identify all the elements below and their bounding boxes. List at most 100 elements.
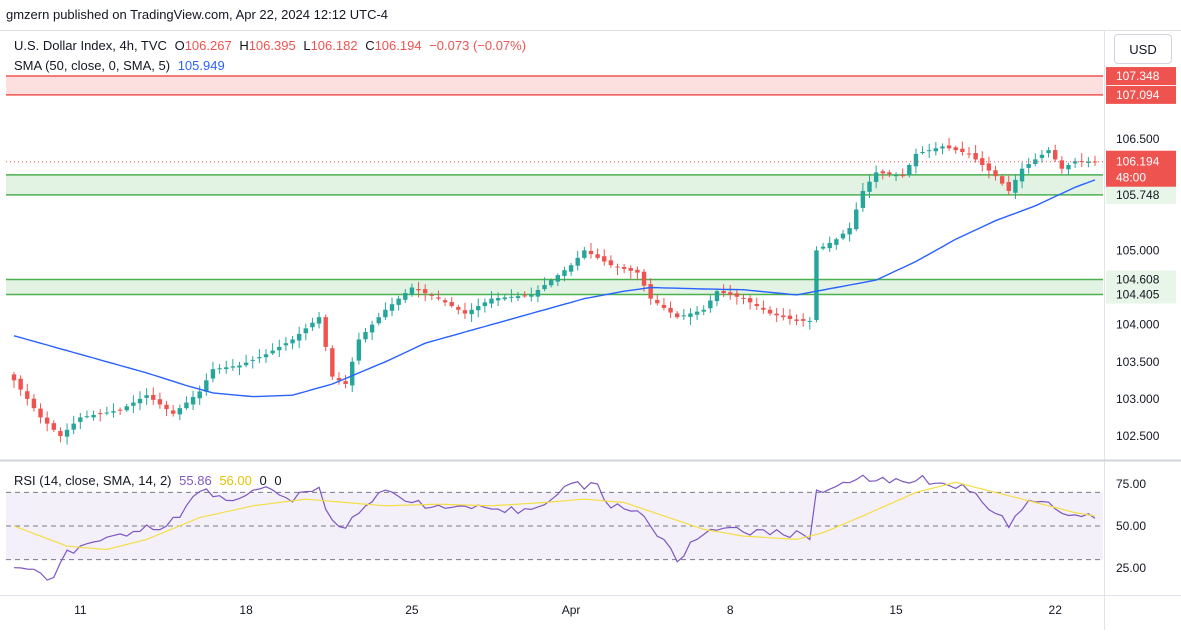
change-value: −0.073 (−0.07%) [429,38,527,53]
candle-body [860,190,866,208]
candle-body [854,209,859,230]
high-value: 106.395 [248,38,296,53]
candle-body [734,293,740,297]
candle-body [296,333,302,341]
time-tick-label: 11 [74,603,87,617]
candle-body [31,398,37,409]
candle-body [323,317,328,347]
rsi-tick-label: 50.00 [1116,519,1146,533]
candle-body [283,343,289,346]
candle-body [867,181,872,192]
rsi-legend: RSI (14, close, SMA, 14, 2) 55.86 56.00 … [14,473,286,488]
candle-body [25,391,30,399]
low-value: 106.182 [310,38,358,53]
candle-body [1006,182,1011,191]
candle-body [800,319,806,321]
candle-body [224,367,229,370]
candle-body [787,315,793,320]
candle-body [376,317,381,324]
price-chart[interactable]: 106.500 105.000 104.000 103.500 103.000 102.5… [0,30,1181,630]
candle-body [661,304,667,308]
candle-body [1026,164,1031,168]
time-tick-label: 15 [889,603,903,617]
candle-body [456,307,461,310]
candle-body [18,378,23,390]
candle-body [442,300,448,303]
price-tick-label: 106.500 [1116,132,1160,146]
publisher-header: gmzern published on TradingView.com, Apr… [0,0,1181,30]
candle-body [913,153,919,167]
candle-body [542,285,547,290]
candle-body [502,297,507,300]
candle-body [277,346,282,351]
candle-body [568,265,574,272]
zone-top-tag-0 [1106,67,1176,86]
candle-body [1033,159,1038,164]
candle-body [330,348,335,377]
zone-top-label-2: 104.608 [1116,272,1160,286]
candle-body [303,328,309,334]
close-value: 106.194 [374,38,422,53]
rsi-tick-label: 75.00 [1116,477,1146,491]
candle-body [11,374,17,381]
publisher-text: gmzern published on TradingView.com, Apr… [6,7,389,22]
chart-panel[interactable]: 106.500 105.000 104.000 103.500 103.000 102.5… [0,30,1181,630]
candle-body [422,289,428,294]
candle-body [993,170,998,177]
candle-body [409,287,415,295]
candle-body [907,164,912,175]
candle-body [170,410,176,414]
candle-body [1053,150,1058,160]
candle-body [310,322,315,328]
candle-body [621,266,627,269]
candle-body [1046,150,1051,154]
price-tick-label: 103.000 [1116,392,1160,406]
close-label: C [365,38,375,53]
candle-body [217,368,222,370]
candle-body [91,414,96,418]
candle-body [628,268,633,271]
candle-body [893,175,899,177]
candle-body [701,309,706,312]
candle-body [270,350,275,354]
rsi-extra-2: 0 [274,473,282,488]
candle-body [900,174,905,177]
candle-body [588,250,594,255]
sma-value: 105.949 [177,58,225,73]
open-label: O [174,38,185,53]
candle-body [230,366,236,368]
candle-body [137,398,143,404]
candle-body [389,304,395,311]
zone-bottom-tag-2 [1106,285,1176,304]
candle-body [316,317,322,324]
low-label: L [303,38,311,53]
time-tick-label: 25 [405,603,419,617]
zone-top-tag-2 [1106,270,1176,289]
candle-body [197,391,202,399]
rsi-tick-label: 25.00 [1116,561,1146,575]
candle-body [383,309,388,318]
rsi-label: RSI (14, close, SMA, 14, 2) [14,473,172,488]
candle-body [688,313,693,317]
candle-body [104,412,110,414]
candle-body [655,299,660,304]
candle-body [747,298,753,303]
candle-body [648,284,653,299]
zone-band-2 [6,279,1103,295]
candle-body [51,423,56,430]
candle-body [515,296,521,299]
symbol-label: U.S. Dollar Index, 4h, TVC [14,38,167,53]
candle-body [602,256,607,262]
candle-body [462,310,468,314]
candle-body [814,250,819,320]
candle-body [953,147,958,151]
candle-body [1013,179,1018,193]
candle-body [807,320,813,322]
candle-body [681,315,687,317]
candle-body [78,417,83,422]
candle-body [44,417,50,424]
open-value: 106.267 [184,38,232,53]
candle-body [58,431,63,436]
currency-button[interactable]: USD [1114,34,1172,64]
candle-body [940,146,945,149]
